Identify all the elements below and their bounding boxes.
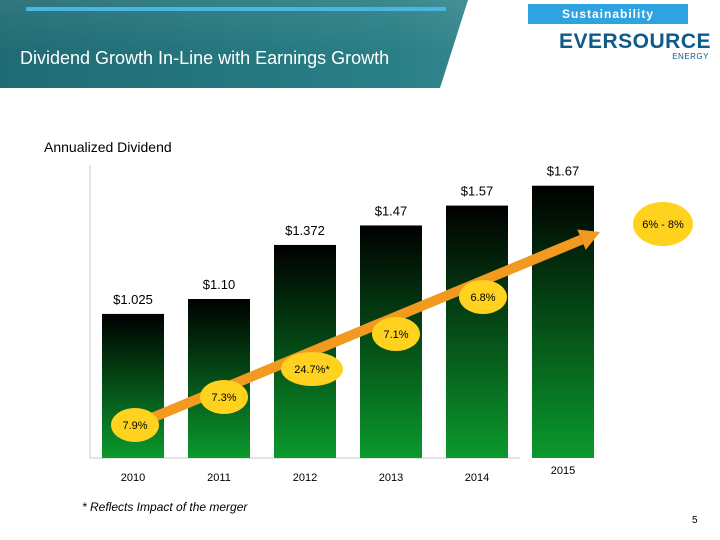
growth-bubble-2: [200, 380, 248, 414]
growth-label-1: 7.9%: [122, 420, 147, 432]
logo-wordmark: EVERSOURCE: [558, 30, 711, 53]
bar-2014: [446, 205, 508, 458]
section-tag: Sustainability: [528, 4, 688, 24]
logo-subtitle: ENERGY: [672, 52, 709, 61]
growth-label-3: 24.7%*: [294, 364, 330, 376]
growth-arrow-head: [577, 229, 600, 250]
value-label-2013: $1.47: [375, 203, 408, 218]
x-tick-label-2012: 2012: [293, 472, 317, 484]
value-label-2010: $1.025: [113, 292, 153, 307]
value-label-2011: $1.10: [203, 277, 236, 292]
growth-label-6: 6% - 8%: [642, 219, 684, 231]
growth-bubble-1: [111, 408, 159, 442]
page-number: 5: [692, 515, 698, 526]
footnote: * Reflects Impact of the merger: [82, 500, 248, 514]
growth-bubble-5: [459, 280, 507, 314]
eversource-logo: EVERSOURCE ENERGY: [559, 30, 711, 66]
chart-title: Annualized Dividend: [44, 139, 172, 155]
x-tick-label-2014: 2014: [465, 472, 489, 484]
growth-label-2: 7.3%: [211, 392, 236, 404]
growth-label-4: 7.1%: [383, 329, 408, 341]
x-tick-label-2010: 2010: [121, 472, 145, 484]
x-tick-label-2013: 2013: [379, 472, 403, 484]
value-label-2015: $1.67: [547, 164, 580, 179]
header-accent-stripe: [26, 7, 446, 11]
growth-bubble-3: [281, 352, 343, 386]
x-tick-label-2015: 2015: [551, 465, 575, 477]
value-label-2012: $1.372: [285, 223, 325, 238]
growth-arrow-shaft: [116, 235, 584, 437]
growth-label-5: 6.8%: [470, 292, 495, 304]
growth-bubble-4: [372, 317, 420, 351]
value-label-2014: $1.57: [461, 184, 494, 199]
x-tick-label-2011: 2011: [207, 472, 231, 484]
page-title: Dividend Growth In-Line with Earnings Gr…: [20, 48, 390, 68]
bar-2015: [532, 185, 594, 458]
growth-bubble-6: [633, 202, 693, 246]
